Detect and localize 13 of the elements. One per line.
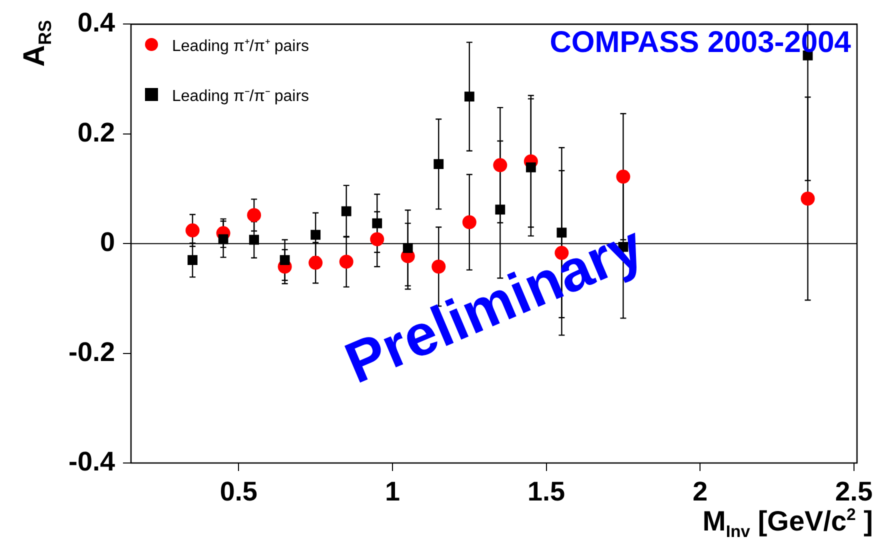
y-tick-label: 0 — [100, 227, 115, 258]
y-tick-label: 0.2 — [77, 117, 115, 148]
x-tick-label: 1 — [384, 476, 400, 507]
x-axis-title: M$_{Inv}$ [GeV/c$^{2}$ ] — [702, 505, 873, 542]
x-tick-label: 0.5 — [220, 476, 258, 507]
x-tick-label: 1.5 — [528, 476, 566, 507]
y-tick-label: -0.4 — [68, 446, 115, 476]
legend-label: Leading π⁻/π⁻ pairs — [172, 86, 310, 106]
x-tick-label: 2.5 — [835, 476, 873, 507]
y-tick-label: 0.4 — [77, 8, 115, 38]
x-tick-label: 2 — [692, 476, 708, 507]
legend-label: Leading π⁺/π⁺ pairs — [172, 36, 310, 56]
y-tick-label: -0.2 — [68, 336, 115, 367]
